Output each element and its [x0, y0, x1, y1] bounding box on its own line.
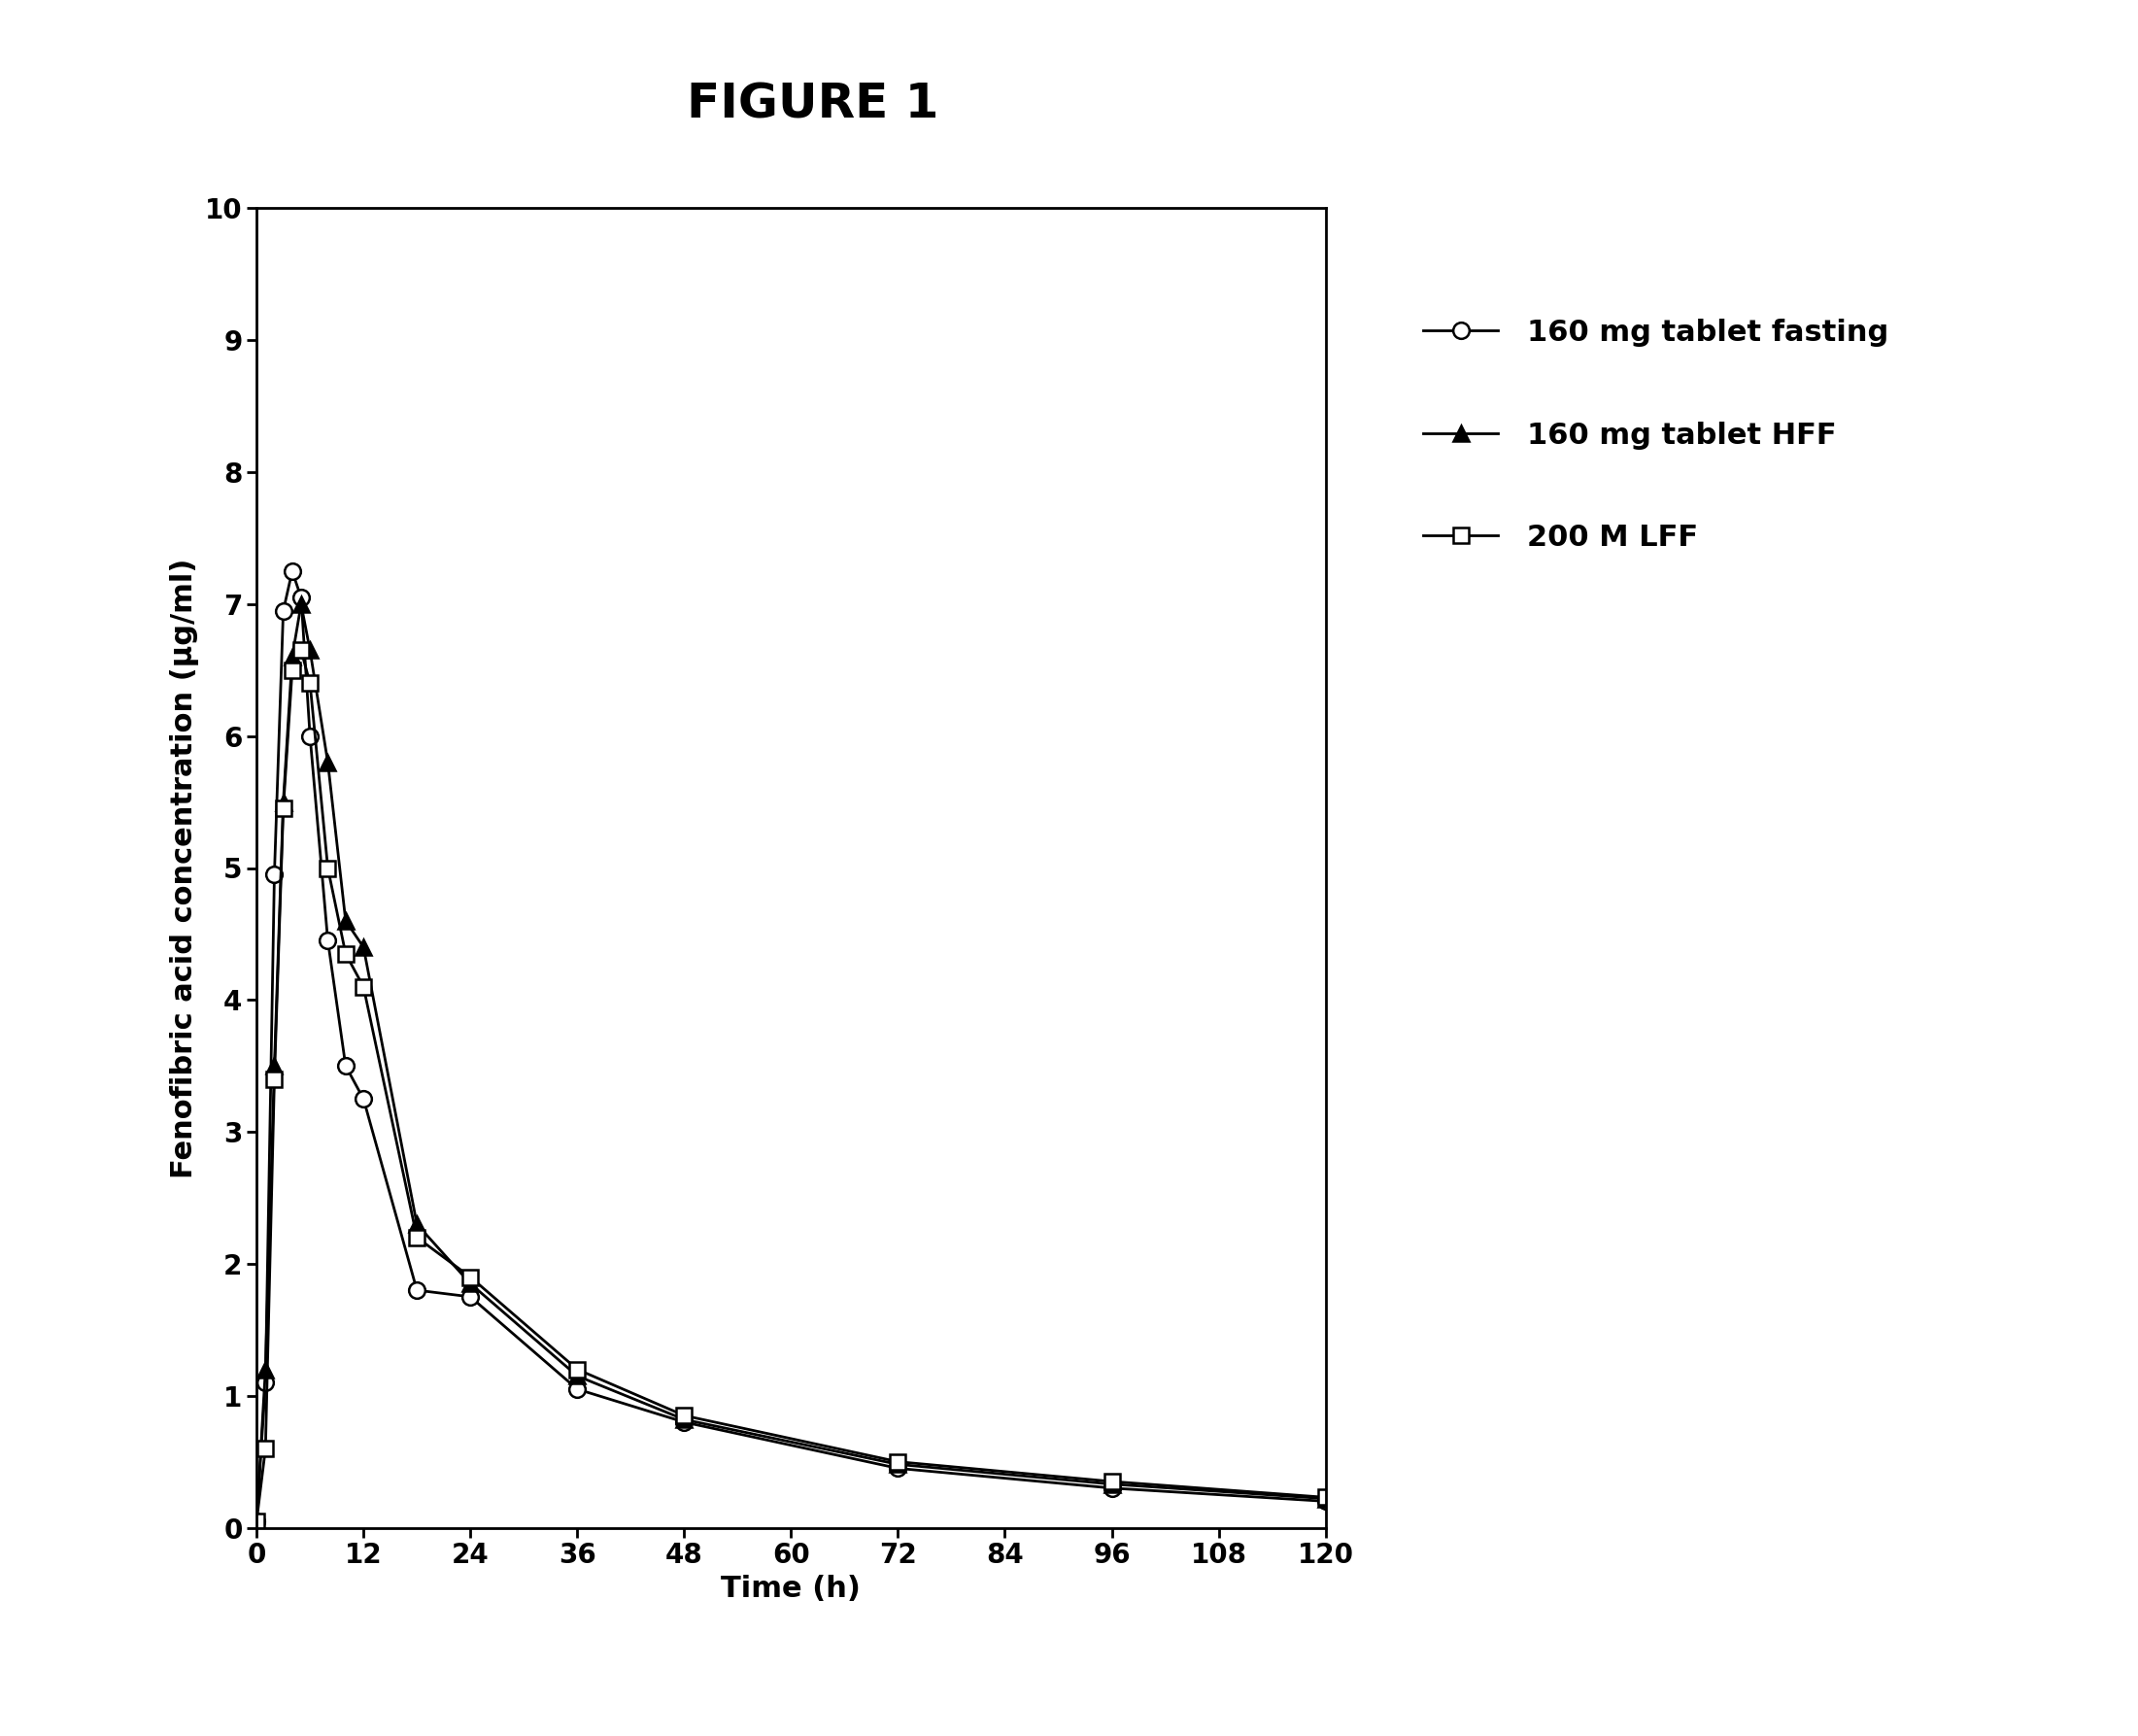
- 160 mg tablet HFF: [351, 937, 376, 958]
- 160 mg tablet HFF: [289, 594, 314, 615]
- 160 mg tablet fasting: [1313, 1491, 1338, 1512]
- 200 M LFF: [269, 799, 295, 819]
- 160 mg tablet HFF: [297, 641, 323, 661]
- 160 mg tablet HFF: [671, 1410, 697, 1430]
- Line: 160 mg tablet fasting: 160 mg tablet fasting: [248, 562, 1334, 1529]
- Y-axis label: Fenofibric acid concentration (μg/ml): Fenofibric acid concentration (μg/ml): [171, 557, 199, 1179]
- 200 M LFF: [1099, 1470, 1125, 1491]
- Line: 200 M LFF: 200 M LFF: [248, 642, 1334, 1529]
- Legend: 160 mg tablet fasting, 160 mg tablet HFF, 200 M LFF: 160 mg tablet fasting, 160 mg tablet HFF…: [1379, 274, 1933, 595]
- 160 mg tablet fasting: [334, 1055, 359, 1076]
- 160 mg tablet HFF: [1099, 1474, 1125, 1495]
- 160 mg tablet HFF: [334, 910, 359, 930]
- 160 mg tablet fasting: [671, 1411, 697, 1432]
- 160 mg tablet fasting: [885, 1458, 911, 1479]
- 160 mg tablet HFF: [564, 1366, 590, 1387]
- 160 mg tablet HFF: [261, 1055, 286, 1076]
- 160 mg tablet fasting: [289, 587, 314, 608]
- 160 mg tablet fasting: [244, 1510, 269, 1531]
- Line: 160 mg tablet HFF: 160 mg tablet HFF: [248, 595, 1334, 1529]
- 160 mg tablet HFF: [280, 646, 306, 667]
- 160 mg tablet fasting: [1099, 1477, 1125, 1498]
- 200 M LFF: [280, 660, 306, 681]
- 160 mg tablet fasting: [280, 561, 306, 582]
- 200 M LFF: [564, 1359, 590, 1380]
- 200 M LFF: [671, 1404, 697, 1425]
- 200 M LFF: [297, 674, 323, 694]
- 200 M LFF: [404, 1227, 430, 1248]
- 160 mg tablet HFF: [458, 1272, 483, 1293]
- 200 M LFF: [1313, 1488, 1338, 1509]
- 200 M LFF: [334, 943, 359, 963]
- 200 M LFF: [885, 1451, 911, 1472]
- 200 M LFF: [351, 976, 376, 996]
- 160 mg tablet fasting: [269, 601, 295, 621]
- 160 mg tablet fasting: [261, 865, 286, 885]
- 160 mg tablet HFF: [314, 752, 340, 773]
- 200 M LFF: [314, 858, 340, 878]
- 160 mg tablet HFF: [885, 1455, 911, 1476]
- 200 M LFF: [252, 1437, 278, 1458]
- 160 mg tablet HFF: [404, 1213, 430, 1234]
- X-axis label: Time (h): Time (h): [721, 1575, 862, 1602]
- 160 mg tablet fasting: [458, 1286, 483, 1307]
- 200 M LFF: [458, 1267, 483, 1288]
- 160 mg tablet fasting: [252, 1371, 278, 1392]
- 160 mg tablet HFF: [244, 1510, 269, 1531]
- 160 mg tablet fasting: [351, 1088, 376, 1109]
- 200 M LFF: [261, 1069, 286, 1090]
- 160 mg tablet fasting: [404, 1279, 430, 1300]
- 160 mg tablet fasting: [297, 726, 323, 746]
- 160 mg tablet HFF: [269, 792, 295, 812]
- 160 mg tablet HFF: [1313, 1488, 1338, 1509]
- 200 M LFF: [244, 1510, 269, 1531]
- Text: FIGURE 1: FIGURE 1: [686, 82, 939, 127]
- 200 M LFF: [289, 641, 314, 661]
- 160 mg tablet fasting: [564, 1378, 590, 1399]
- 160 mg tablet fasting: [314, 930, 340, 951]
- 160 mg tablet HFF: [252, 1359, 278, 1380]
